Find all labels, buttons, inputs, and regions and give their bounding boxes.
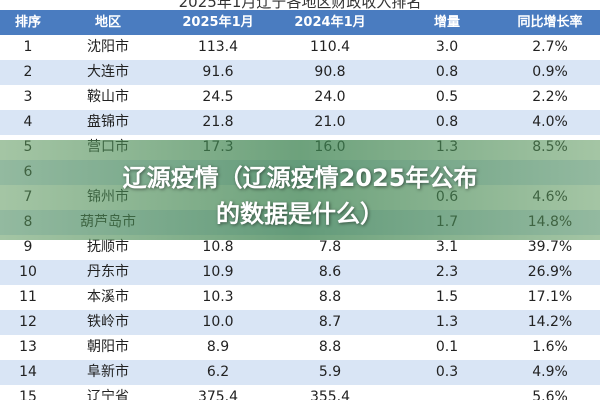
table-cell: 本溪市 xyxy=(87,289,129,305)
table-cell: 辽宁省 xyxy=(87,389,129,400)
table-cell: 大连市 xyxy=(87,64,129,80)
table-cell: 24.5 xyxy=(202,89,234,105)
table-cell: 0.5 xyxy=(435,89,459,105)
table-cell: 10.8 xyxy=(202,239,234,255)
table-cell: 4 xyxy=(23,114,33,130)
table-row: 14 阜新市 6.2 5.9 0.3 4.9% xyxy=(0,360,600,385)
table-cell: 0.8 xyxy=(435,64,459,80)
table-cell: 沈阳市 xyxy=(87,39,129,55)
table-cell: 10.0 xyxy=(202,314,234,330)
table-cell: 阜新市 xyxy=(87,364,129,380)
table-cell: 7.8 xyxy=(318,239,342,255)
table-cell: 5.6% xyxy=(532,389,568,400)
table-cell: 鞍山市 xyxy=(87,89,129,105)
table-cell: 0.3 xyxy=(435,364,459,380)
header-cell: 地区 xyxy=(94,15,122,30)
table-cell: 盘锦市 xyxy=(87,114,129,130)
table-cell: 2.2% xyxy=(532,89,568,105)
table-cell: 10.3 xyxy=(202,289,234,305)
table-cell: 0.8 xyxy=(435,114,459,130)
header-cell: 2025年1月 xyxy=(182,15,254,30)
table-cell: 12 xyxy=(19,314,37,330)
table-cell: 1.3 xyxy=(435,314,459,330)
header-cell: 2024年1月 xyxy=(294,15,366,30)
table-cell: 丹东市 xyxy=(87,264,129,280)
table-row: 4 盘锦市 21.8 21.0 0.8 4.0% xyxy=(0,110,600,135)
table-cell: 2.7% xyxy=(532,39,568,55)
table-cell: 14.2% xyxy=(527,314,573,330)
table-cell: 8.8 xyxy=(318,289,342,305)
table-cell: 1 xyxy=(23,39,33,55)
table-row: 10 丹东市 10.9 8.6 2.3 26.9% xyxy=(0,260,600,285)
table-cell: 2.3 xyxy=(435,264,459,280)
header-cell: 增量 xyxy=(433,15,461,30)
table-cell: 17.1% xyxy=(527,289,573,305)
table-cell: 21.8 xyxy=(202,114,234,130)
table-cell: 铁岭市 xyxy=(87,314,129,330)
banner-line: 辽源疫情（辽源疫情2025年公布 xyxy=(122,164,478,192)
table-cell: 8.9 xyxy=(206,339,230,355)
table-cell: 3.1 xyxy=(435,239,459,255)
header-cell: 排序 xyxy=(14,15,42,30)
table-cell: 11 xyxy=(19,289,37,305)
header-cell: 同比增长率 xyxy=(517,15,583,30)
table-cell: 26.9% xyxy=(527,264,573,280)
table-cell: 1.6% xyxy=(532,339,568,355)
table-row: 1 沈阳市 113.4 110.4 3.0 2.7% xyxy=(0,35,600,60)
table-cell: 8.7 xyxy=(318,314,342,330)
table-cell: 21.0 xyxy=(314,114,346,130)
table-cell: 9 xyxy=(23,239,33,255)
table-cell: 110.4 xyxy=(309,39,351,55)
table-cell: 5.9 xyxy=(318,364,342,380)
table-row: 11 本溪市 10.3 8.8 1.5 17.1% xyxy=(0,285,600,310)
banner-line: 的数据是什么） xyxy=(216,200,384,228)
table-cell: 24.0 xyxy=(314,89,346,105)
table-cell: 3.0 xyxy=(435,39,459,55)
table-row: 3 鞍山市 24.5 24.0 0.5 2.2% xyxy=(0,85,600,110)
table-row: 2 大连市 91.6 90.8 0.8 0.9% xyxy=(0,60,600,85)
table-cell: 15 xyxy=(19,389,37,400)
table-cell: 2 xyxy=(23,64,33,80)
table-cell: 355.4 xyxy=(309,389,351,400)
table-cell: 113.4 xyxy=(197,39,239,55)
table-cell: 1.5 xyxy=(435,289,459,305)
table-cell: 抚顺市 xyxy=(87,239,129,255)
table-cell: 375.4 xyxy=(197,389,239,400)
table-cell: 91.6 xyxy=(202,64,234,80)
table-row: 13 朝阳市 8.9 8.8 0.1 1.6% xyxy=(0,335,600,360)
table-cell: 朝阳市 xyxy=(87,339,129,355)
table-cell: 0.1 xyxy=(435,339,459,355)
table-title: 2025年1月辽宁各地区财政收入排名 xyxy=(178,0,422,11)
table-cell: 4.0% xyxy=(532,114,568,130)
table-cell: 39.7% xyxy=(527,239,573,255)
table-cell: 0.9% xyxy=(532,64,568,80)
table-row: 12 铁岭市 10.0 8.7 1.3 14.2% xyxy=(0,310,600,335)
table-cell: 6.2 xyxy=(206,364,230,380)
table-cell: 90.8 xyxy=(314,64,346,80)
table-cell: 13 xyxy=(19,339,37,355)
table-row: 15 辽宁省 375.4 355.4 5.6% xyxy=(0,385,600,400)
table-cell: 14 xyxy=(19,364,37,380)
table-cell: 10 xyxy=(19,264,37,280)
table-cell: 8.8 xyxy=(318,339,342,355)
table-cell: 4.9% xyxy=(532,364,568,380)
table-cell: 8.6 xyxy=(318,264,342,280)
header-row: 排序 地区 2025年1月 2024年1月 增量 同比增长率 xyxy=(0,10,600,35)
table-cell: 10.9 xyxy=(202,264,234,280)
overlay-banner: 辽源疫情（辽源疫情2025年公布 的数据是什么） xyxy=(0,140,600,240)
table-cell: 3 xyxy=(23,89,33,105)
